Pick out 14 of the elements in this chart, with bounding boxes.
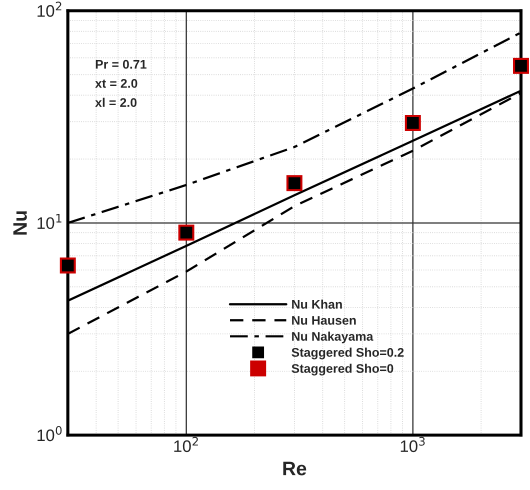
y-tick-label: 10$^{2}$: [38, 2, 62, 17]
annotation: xt = 2.0: [95, 79, 138, 88]
y-tick-label: 10$^{1}$: [38, 214, 62, 230]
y-tick-label: 10$^{0}$: [38, 426, 62, 442]
x-axis-title: Re: [283, 462, 306, 476]
legend-label: Staggered Sho=0: [292, 364, 394, 376]
annotation: xl = 2.0: [95, 98, 137, 107]
annotation: Pr = 0.71: [96, 60, 146, 69]
legend-label: Staggered Sho=0.2: [292, 348, 404, 360]
legend-label: Nu Hausen: [292, 316, 356, 325]
legend-label: Nu Nakayama: [292, 332, 374, 344]
x-tick-label: 10$^{3}$: [400, 436, 425, 452]
legend-label: Nu Khan: [292, 300, 342, 309]
y-axis-title: Nu: [13, 211, 27, 235]
